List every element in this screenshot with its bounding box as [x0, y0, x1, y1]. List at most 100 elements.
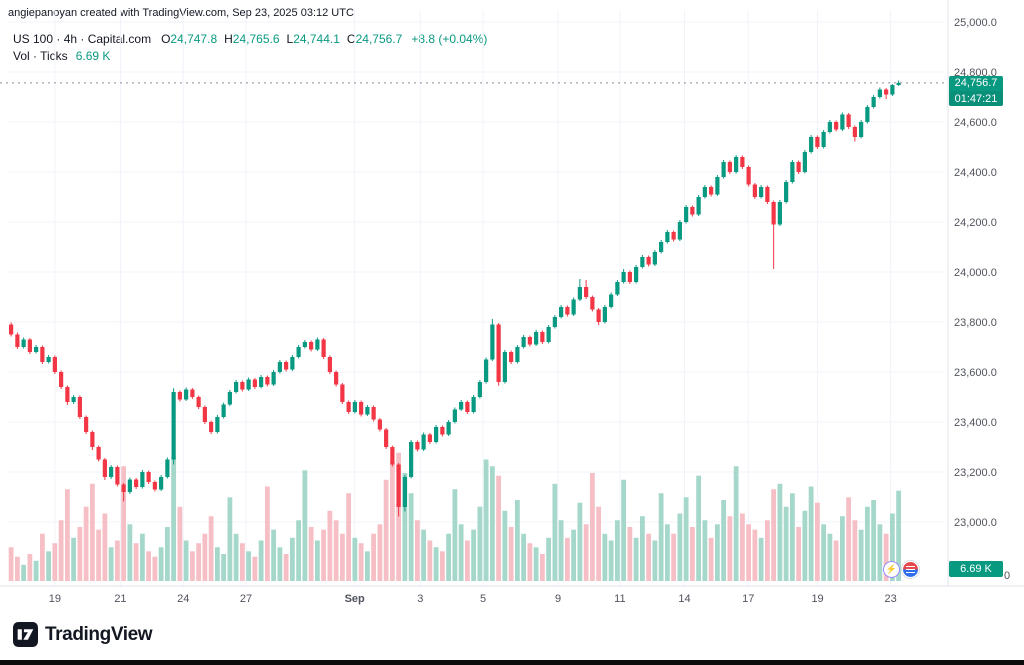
volume-bar	[827, 533, 833, 581]
volume-bar	[377, 524, 383, 581]
time-tick-label: 5	[480, 593, 486, 605]
candle-body	[784, 182, 789, 202]
ohlc-low: L24,744.1	[287, 32, 340, 46]
volume-bar	[789, 493, 795, 581]
candle-body	[602, 307, 607, 322]
volume-bar	[708, 537, 714, 581]
volume-bar	[314, 540, 320, 581]
volume-bar	[508, 527, 514, 581]
volume-bar	[796, 527, 802, 581]
candle-body	[659, 242, 664, 252]
candle-countdown: 01:47:21	[949, 91, 1003, 106]
candle-body	[402, 477, 407, 507]
candle-body	[302, 342, 307, 347]
volume-bar	[689, 527, 695, 581]
volume-bar	[396, 452, 402, 581]
volume-bar	[583, 524, 589, 581]
volume-bar	[814, 502, 820, 581]
candle-body	[746, 167, 751, 185]
candle-body	[171, 392, 176, 460]
volume-bar	[271, 529, 277, 581]
candle-body	[896, 82, 901, 86]
ohlc-open-value: 24,747.8	[170, 32, 218, 46]
candle-body	[309, 342, 314, 350]
tradingview-logo-icon	[13, 622, 38, 647]
capital-com-logo-icon[interactable]	[902, 561, 919, 578]
volume-bar	[127, 524, 133, 581]
candle-body	[752, 184, 757, 197]
volume-bar	[439, 551, 445, 581]
candle-body	[596, 309, 601, 322]
candle-body	[315, 339, 320, 350]
time-tick-label: 27	[240, 593, 252, 605]
volume-bar	[252, 556, 258, 581]
volume-bar	[308, 527, 314, 581]
volume-bar	[696, 475, 702, 581]
candle-body	[284, 362, 289, 370]
volume-legend-label[interactable]: Vol · Ticks	[13, 49, 68, 63]
candle-body	[796, 162, 801, 172]
volume-bar	[158, 547, 164, 581]
volume-bar	[896, 490, 902, 581]
candle-body	[471, 397, 476, 412]
volume-bar	[352, 537, 358, 581]
candle-body	[65, 387, 70, 402]
candle-body	[865, 107, 870, 122]
candle-body	[359, 402, 364, 415]
ohlc-open: O24,747.8	[161, 32, 217, 46]
candle-body	[9, 324, 14, 335]
volume-bar	[808, 486, 814, 581]
volume-bar	[171, 456, 177, 581]
last-price-value: 24,756.7	[949, 76, 1003, 91]
volume-bar	[327, 510, 333, 581]
volume-bar	[652, 540, 658, 581]
volume-bar	[871, 500, 877, 581]
time-tick-label: 14	[678, 593, 690, 605]
volume-bar	[721, 500, 727, 581]
last-price-badge: 24,756.7 01:47:21	[949, 76, 1003, 106]
volume-bar	[189, 551, 195, 581]
candle-body	[34, 347, 39, 352]
candle-body	[521, 337, 526, 347]
price-tick-label: 24,200.0	[954, 217, 997, 229]
volume-bar	[239, 543, 245, 581]
volume-bar	[864, 506, 870, 581]
flash-icon[interactable]: ⚡	[883, 561, 900, 578]
candlestick-chart[interactable]: 25,000.024,800.024,600.024,400.024,200.0…	[0, 0, 1024, 620]
volume-bar	[802, 510, 808, 581]
price-tick-label: 24,600.0	[954, 117, 997, 129]
candle-body	[259, 377, 264, 387]
candle-body	[40, 347, 45, 362]
candle-body	[240, 382, 245, 390]
ohlc-open-label: O	[161, 32, 171, 46]
volume-bar	[227, 497, 233, 581]
volume-bar	[889, 513, 895, 581]
candle-body	[196, 397, 201, 407]
volume-bar	[877, 524, 883, 581]
volume-bar	[677, 513, 683, 581]
volume-bar	[621, 479, 627, 581]
volume-bar	[658, 493, 664, 581]
candle-body	[565, 307, 570, 315]
candle-body	[840, 114, 845, 130]
volume-bar	[146, 551, 152, 581]
volume-bar	[496, 475, 502, 581]
candle-body	[152, 482, 157, 490]
volume-bar	[364, 551, 370, 581]
candle-body	[702, 187, 707, 197]
volume-bar	[646, 533, 652, 581]
volume-bar	[214, 547, 220, 581]
candle-body	[84, 417, 89, 432]
symbol-title[interactable]: US 100 · 4h · Capital.com	[13, 32, 152, 46]
ohlc-low-label: L	[286, 32, 294, 46]
volume-bar	[83, 506, 89, 581]
volume-bar	[408, 493, 414, 581]
volume-bar	[602, 533, 608, 581]
capital-logo-bars	[906, 566, 915, 573]
volume-bar	[421, 529, 427, 581]
time-tick-label: 23	[885, 593, 897, 605]
candle-body	[727, 162, 732, 172]
candle-body	[809, 137, 814, 152]
tradingview-logo[interactable]: TradingView	[13, 622, 153, 647]
candle-body	[509, 352, 514, 362]
